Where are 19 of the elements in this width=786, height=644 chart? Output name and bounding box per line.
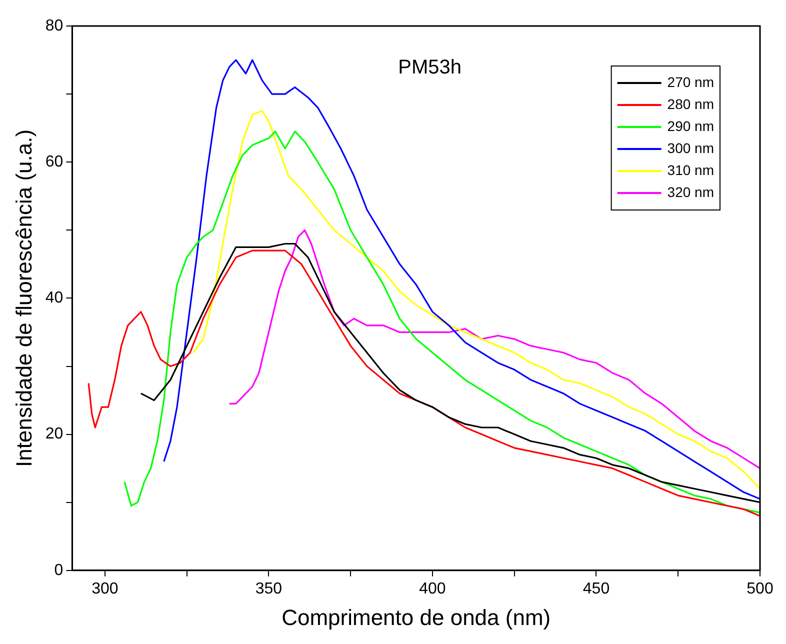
y-tick-label: 0 (54, 562, 64, 579)
legend-label: 300 nm (667, 140, 714, 156)
x-tick-label: 500 (746, 580, 774, 598)
x-axis-title: Comprimento de onda (nm) (282, 604, 551, 630)
y-tick-label: 80 (45, 17, 64, 34)
legend-label: 280 nm (667, 96, 714, 112)
legend-label: 270 nm (667, 74, 714, 90)
y-tick-label: 40 (45, 290, 64, 307)
legend-label: 290 nm (667, 118, 714, 134)
x-tick-label: 450 (582, 580, 610, 598)
x-tick-label: 300 (92, 580, 118, 598)
legend-label: 320 nm (667, 184, 714, 200)
y-tick-label: 60 (45, 154, 64, 171)
x-tick-label: 350 (255, 580, 282, 598)
legend-label: 310 nm (667, 162, 714, 178)
x-tick-label: 400 (419, 580, 446, 598)
text: PM53h (398, 56, 462, 79)
y-tick-label: 20 (45, 426, 64, 443)
y-axis-title: Intensidade de fluorescência (u.a.) (11, 129, 36, 467)
